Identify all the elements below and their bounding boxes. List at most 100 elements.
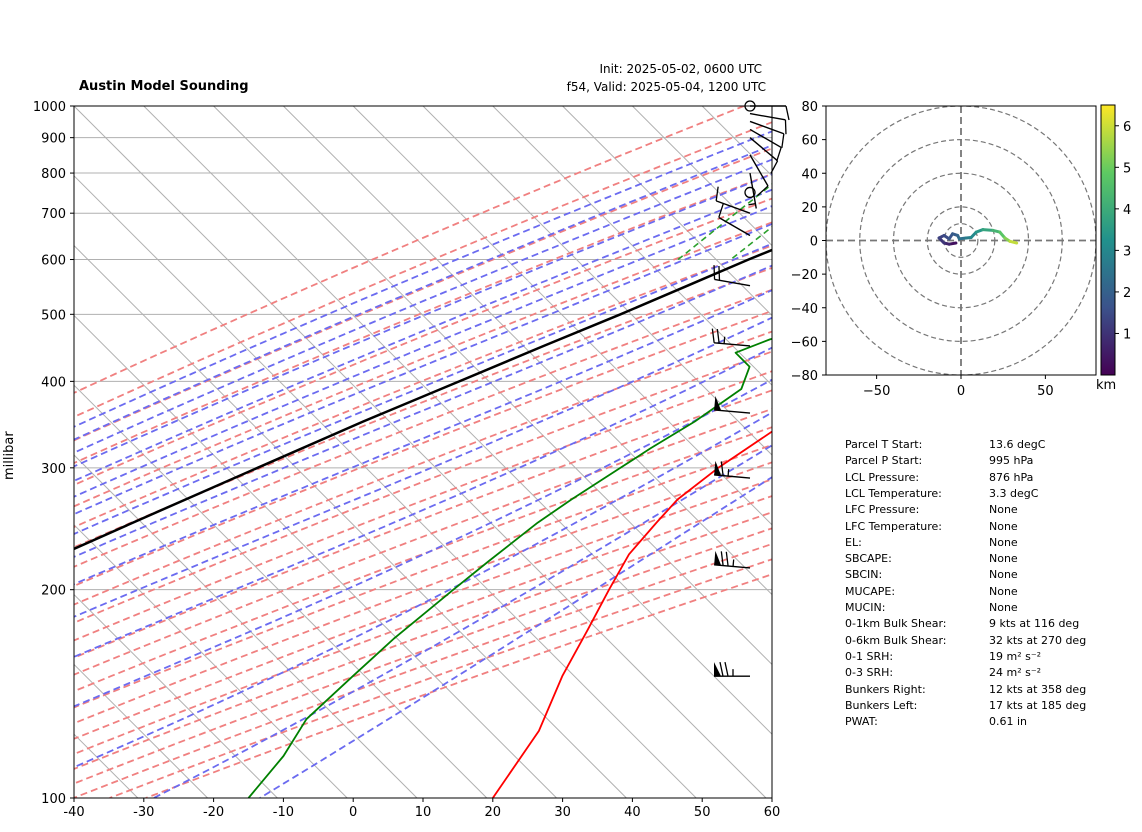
barb-staff (714, 474, 751, 479)
calm-circle (744, 100, 756, 112)
init-time-label: Init: 2025-05-02, 0600 UTC (599, 62, 762, 76)
barb-staff (718, 216, 751, 237)
stat-value: 0.61 in (989, 715, 1028, 729)
dry-adiabat (74, 106, 745, 394)
stat-value: 19 m² s⁻² (989, 649, 1042, 663)
colorbar-ticks: 1 2 3 4 5 6 (1115, 120, 1131, 342)
isotherm-line (74, 454, 418, 798)
wind-barb (714, 550, 751, 569)
stat-value: None (989, 552, 1018, 566)
barb-staff (749, 120, 785, 135)
barb-pennant (714, 460, 722, 476)
hodo-y-tick-label: 60 (801, 134, 818, 149)
moist-adiabat (74, 378, 772, 708)
x-tick-label: 60 (764, 805, 781, 820)
hodo-y-tick-label: −80 (791, 369, 818, 384)
moist-adiabat (74, 264, 772, 558)
colorbar-tick-label: 1 (1123, 327, 1131, 342)
wind-barb (749, 154, 769, 197)
barb-flag (718, 203, 724, 218)
wind-barb (711, 328, 751, 347)
stat-label: MUCIN: (845, 601, 886, 614)
moist-adiabat (74, 173, 772, 468)
isotherm-line (422, 106, 772, 456)
hodograph-segment (981, 228, 995, 232)
wind-barb (749, 112, 787, 135)
barb-staff (749, 172, 757, 209)
isotherm-line (213, 106, 772, 666)
barb-flag (781, 133, 785, 148)
barb-flag (725, 551, 729, 567)
barb-staff (714, 409, 751, 414)
y-tick-label: 700 (41, 207, 66, 222)
isotherm-line (562, 106, 772, 317)
dry-adiabat (74, 147, 772, 442)
wind-barb (748, 172, 757, 209)
hodo-x-tick-label: 0 (957, 384, 965, 399)
barb-flag (720, 461, 724, 476)
hodograph-segment (1008, 239, 1019, 245)
isotherm-line (632, 106, 772, 247)
hodo-y-tick-label: −20 (791, 268, 818, 283)
barb-pennant (714, 550, 722, 566)
stat-value: 995 hPa (989, 454, 1034, 468)
stat-label: Bunkers Left: (845, 698, 918, 712)
colorbar-tick-label: 2 (1123, 286, 1131, 301)
stat-label: Parcel T Start: (845, 438, 923, 451)
y-tick-label: 300 (41, 462, 66, 477)
stat-label: 0-1km Bulk Shear: (845, 617, 947, 631)
barb-half-flag (723, 336, 726, 344)
stat-value: 32 kts at 270 deg (989, 633, 1087, 647)
colorbar-tick-label: 5 (1123, 161, 1131, 176)
valid-time-label: f54, Valid: 2025-05-04, 1200 UTC (566, 80, 766, 94)
hodo-y-tick-label: 80 (801, 100, 818, 115)
wind-barb (750, 105, 790, 121)
y-tick-label: 1000 (33, 100, 66, 115)
stat-label: LFC Temperature: (845, 519, 943, 533)
barb-pennant (714, 662, 721, 677)
hodograph-plot (826, 106, 1096, 375)
isotherm-line (74, 524, 348, 798)
stat-value: 12 kts at 358 deg (989, 682, 1087, 696)
hodo-x-tick-label: 50 (1037, 384, 1054, 399)
sounding-parameters-table: Parcel T Start: 13.6 degC Parcel P Start: 9… (845, 438, 1135, 738)
stat-value: 13.6 degC (989, 438, 1046, 451)
wind-barb (713, 265, 751, 287)
dry-adiabat (74, 197, 772, 487)
moist-adiabat (74, 346, 772, 658)
temperature-profile (492, 430, 772, 798)
stat-label: Bunkers Right: (845, 682, 926, 696)
barb-staff (749, 112, 786, 121)
stat-label: Parcel P Start: (845, 454, 923, 468)
dewpoint-profile (247, 337, 772, 798)
chart-title: Austin Model Sounding (79, 79, 249, 94)
barb-flag (719, 662, 724, 677)
x-tick-label: -20 (203, 805, 224, 820)
hodo-y-tick-label: 0 (810, 235, 818, 250)
stat-value: None (989, 568, 1018, 582)
hodo-y-tick-label: 40 (801, 167, 818, 182)
stat-value: 17 kts at 185 deg (989, 698, 1087, 712)
wind-barb (714, 662, 750, 677)
x-tick-label: 20 (485, 805, 502, 820)
wind-barb (718, 203, 751, 237)
colorbar-label: km (1096, 378, 1116, 393)
stat-value: None (989, 584, 1018, 598)
barb-flag (718, 265, 721, 281)
y-tick-label: 600 (41, 254, 66, 269)
x-tick-label: -10 (273, 805, 294, 820)
x-tick-label: 0 (349, 805, 357, 820)
y-tick-label: 200 (41, 584, 66, 599)
moist-adiabat (153, 444, 772, 798)
x-tick-label: 50 (694, 805, 711, 820)
barb-flag (784, 119, 787, 135)
barb-half-flag (748, 202, 756, 206)
wind-barb (749, 137, 779, 174)
colorbar-tick-label: 6 (1123, 120, 1131, 135)
hodo-y-tick-label: −40 (791, 302, 818, 317)
isotherm-line (74, 244, 627, 798)
skewt-axes: -40 -30 -20 -10 0 10 20 30 40 50 60 1000 900 800 700 60… (33, 100, 780, 820)
wind-barb (744, 100, 756, 112)
stat-value: None (989, 535, 1018, 549)
skewt-chart: -40 -30 -20 -10 0 10 20 30 40 50 60 1000 900 800 700 60… (33, 100, 790, 820)
